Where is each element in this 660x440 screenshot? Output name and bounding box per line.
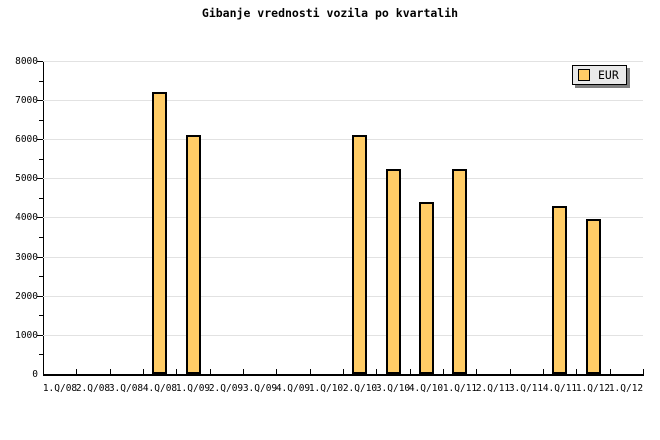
- bar-1.Q/12: [586, 219, 601, 374]
- bar-4.Q/11: [552, 206, 567, 374]
- x-tick-label: 4.Q/08: [142, 383, 178, 394]
- gridline-5000: [43, 178, 643, 179]
- y-tick-label: 1000: [15, 330, 38, 341]
- y-major-tick: [37, 296, 43, 297]
- y-minor-tick: [39, 159, 43, 160]
- y-minor-tick: [39, 198, 43, 199]
- x-tick: [576, 369, 577, 374]
- y-tick-label: 2000: [15, 291, 38, 302]
- bar-2.Q/10: [352, 135, 367, 374]
- x-tick-label: 1.Q/12: [575, 383, 611, 394]
- y-tick-label: 7000: [15, 95, 38, 106]
- x-axis-line: [43, 374, 644, 376]
- legend-label: EUR: [598, 68, 619, 82]
- x-tick: [510, 369, 511, 374]
- chart-title: Gibanje vrednosti vozila po kvartalih: [201, 6, 459, 20]
- y-minor-tick: [39, 315, 43, 316]
- x-tick: [443, 369, 444, 374]
- y-minor-tick: [39, 81, 43, 82]
- gridline-2000: [43, 296, 643, 297]
- x-tick-label: 4.Q/10: [408, 383, 444, 394]
- bar-4.Q/08: [152, 92, 167, 374]
- y-tick-label: 3000: [15, 252, 38, 263]
- x-tick-label: 2.Q/11: [475, 383, 511, 394]
- y-major-tick: [37, 61, 43, 62]
- x-tick-label: 3.Q/10: [375, 383, 411, 394]
- bar-4.Q/10: [419, 202, 434, 374]
- y-major-tick: [37, 139, 43, 140]
- y-major-tick: [37, 100, 43, 101]
- x-tick: [143, 369, 144, 374]
- x-tick-label: 1.Q/09: [175, 383, 211, 394]
- bar-3.Q/10: [386, 169, 401, 374]
- x-tick-label: 1.Q/11: [442, 383, 478, 394]
- x-tick: [276, 369, 277, 374]
- x-tick-label: 3.Q/09: [242, 383, 278, 394]
- x-tick: [643, 369, 644, 374]
- bar-1.Q/09: [186, 135, 201, 374]
- gridline-4000: [43, 217, 643, 218]
- x-tick-label: 3.Q/11: [508, 383, 544, 394]
- y-major-tick: [37, 217, 43, 218]
- x-tick: [176, 369, 177, 374]
- y-tick-label: 8000: [15, 56, 38, 67]
- x-tick: [210, 369, 211, 374]
- gridline-1000: [43, 335, 643, 336]
- x-tick-label: 1.Q/08: [42, 383, 78, 394]
- x-tick: [243, 369, 244, 374]
- x-tick: [610, 369, 611, 374]
- legend-box: EUR: [572, 65, 627, 85]
- x-tick-label: 2.Q/08: [75, 383, 111, 394]
- x-tick: [343, 369, 344, 374]
- y-tick-label: 0: [32, 369, 38, 380]
- gridline-7000: [43, 100, 643, 101]
- x-tick-label: 2.Q/10: [342, 383, 378, 394]
- x-tick: [43, 369, 44, 374]
- legend-swatch-eur: [578, 69, 590, 81]
- y-tick-label: 5000: [15, 173, 38, 184]
- x-tick: [410, 369, 411, 374]
- x-tick-label: 4.Q/09: [275, 383, 311, 394]
- gridline-8000: [43, 61, 643, 62]
- y-tick-label: 6000: [15, 134, 38, 145]
- y-tick-label: 4000: [15, 212, 38, 223]
- bar-1.Q/11: [452, 169, 467, 374]
- x-tick-label: 1.Q/12: [608, 383, 644, 394]
- x-tick-label: 4.Q/11: [542, 383, 578, 394]
- y-minor-tick: [39, 276, 43, 277]
- x-tick-label: 1.Q/10: [308, 383, 344, 394]
- gridline-6000: [43, 139, 643, 140]
- y-minor-tick: [39, 237, 43, 238]
- x-tick: [110, 369, 111, 374]
- y-axis-line: [43, 61, 44, 375]
- gridline-3000: [43, 257, 643, 258]
- x-tick: [76, 369, 77, 374]
- x-tick: [310, 369, 311, 374]
- y-minor-tick: [39, 120, 43, 121]
- x-tick-label: 2.Q/09: [208, 383, 244, 394]
- y-major-tick: [37, 178, 43, 179]
- x-tick: [543, 369, 544, 374]
- x-tick-label: 3.Q/08: [108, 383, 144, 394]
- y-major-tick: [37, 335, 43, 336]
- x-tick: [476, 369, 477, 374]
- x-tick: [376, 369, 377, 374]
- y-major-tick: [37, 257, 43, 258]
- y-minor-tick: [39, 354, 43, 355]
